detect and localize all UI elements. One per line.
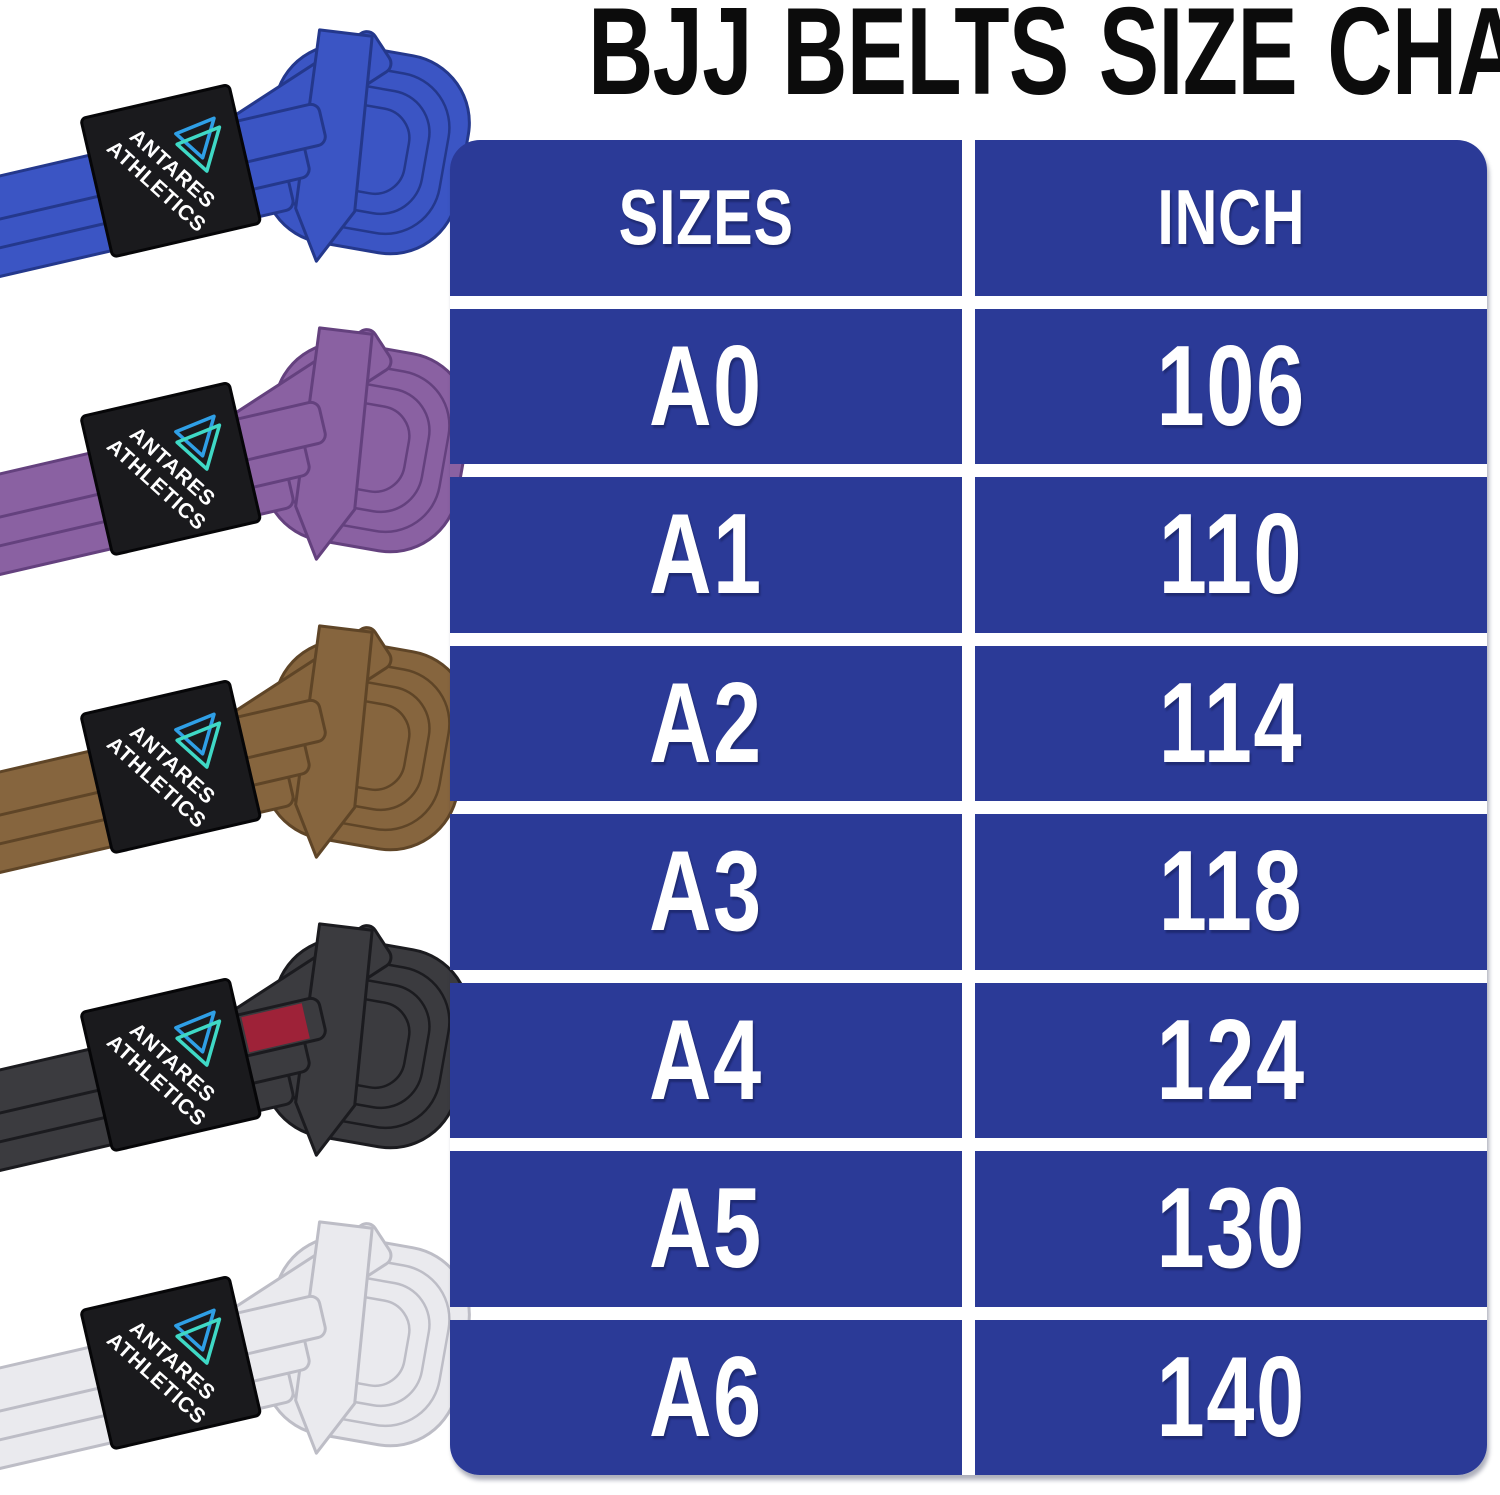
belt-white: ANTARES ATHLETICS	[0, 1192, 480, 1492]
size-cell-A5: A5	[450, 1151, 962, 1307]
inch-cell-A4: 124	[975, 982, 1487, 1138]
inch-cell-A5: 130	[975, 1151, 1487, 1307]
size-cell-A6: A6	[450, 1319, 962, 1475]
column-header-sizes-label: SIZES	[618, 173, 794, 262]
antares-logo-icon	[174, 1308, 222, 1365]
inch-cell-A2: 114	[975, 645, 1487, 801]
inch-cell-A0: 106	[975, 308, 1487, 464]
black-belt-rank-stripe	[241, 1003, 310, 1053]
size-cell-A3-label: A3	[649, 828, 763, 956]
size-cell-A3: A3	[450, 814, 962, 970]
inch-cell-A3-label: 118	[1158, 828, 1304, 956]
size-cell-A0: A0	[450, 308, 962, 464]
inch-cell-A1-label: 110	[1158, 491, 1304, 619]
size-cell-A1: A1	[450, 477, 962, 633]
size-cell-A2-label: A2	[649, 659, 763, 787]
size-cell-A0-label: A0	[649, 322, 763, 450]
inch-cell-A3: 118	[975, 814, 1487, 970]
inch-cell-A4-label: 124	[1156, 996, 1306, 1124]
antares-logo-icon	[174, 116, 222, 173]
column-header-sizes: SIZES	[450, 140, 962, 296]
inch-cell-A0-label: 106	[1156, 322, 1306, 450]
size-cell-A4-label: A4	[649, 996, 763, 1124]
column-header-inch: INCH	[975, 140, 1487, 296]
antares-logo-icon	[174, 1010, 222, 1067]
inch-cell-A2-label: 114	[1158, 659, 1304, 787]
inch-cell-A5-label: 130	[1156, 1165, 1306, 1293]
inch-cell-A6-label: 140	[1156, 1333, 1306, 1461]
belt-black: ANTARES ATHLETICS	[0, 894, 480, 1194]
size-cell-A2: A2	[450, 645, 962, 801]
inch-cell-A6: 140	[975, 1319, 1487, 1475]
column-header-inch-label: INCH	[1157, 173, 1305, 262]
size-cell-A6-label: A6	[649, 1333, 763, 1461]
size-cell-A1-label: A1	[649, 491, 763, 619]
belt-purple: ANTARES ATHLETICS	[0, 298, 480, 598]
page-title: BJJ BELTS SIZE CHART	[588, 0, 1500, 121]
size-table: SIZES INCH A0 106 A1 110 A2 114 A3 118 A4 124 A5 130 A…	[450, 140, 1487, 1475]
inch-cell-A1: 110	[975, 477, 1487, 633]
belt-blue: ANTARES ATHLETICS	[0, 0, 480, 300]
antares-logo-icon	[174, 414, 222, 471]
belt-brown: ANTARES ATHLETICS	[0, 596, 480, 896]
antares-logo-icon	[174, 712, 222, 769]
size-cell-A5-label: A5	[649, 1165, 763, 1293]
size-cell-A4: A4	[450, 982, 962, 1138]
